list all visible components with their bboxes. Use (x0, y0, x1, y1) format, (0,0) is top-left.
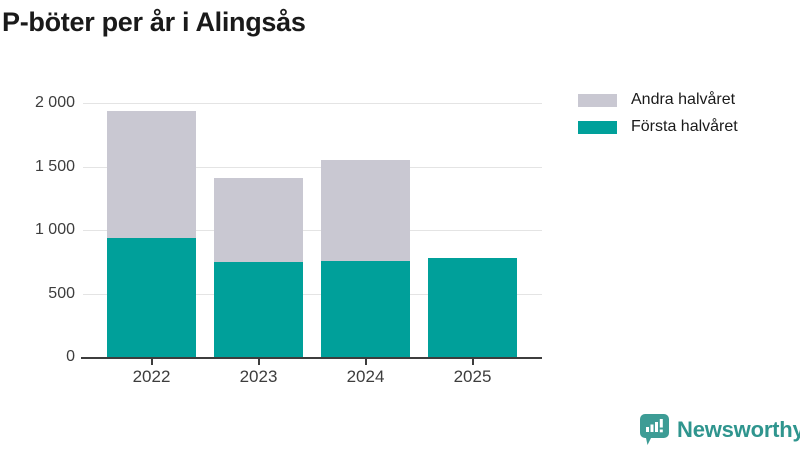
bar-2023-andra (214, 177, 303, 262)
legend-label: Andra halvåret (631, 91, 736, 108)
y-axis-tick-label: 500 (48, 285, 75, 302)
x-axis-tick-label: 2022 (132, 367, 171, 386)
bar-2024-första (321, 261, 410, 357)
x-axis-tick (364, 359, 367, 365)
x-axis-line (81, 357, 542, 359)
legend-item-andra: Andra halvåret (578, 91, 738, 109)
legend-label: Första halvåret (631, 118, 738, 135)
gridline-1000 (83, 230, 542, 231)
bar-2024-andra (321, 159, 410, 262)
x-axis-tick (471, 359, 474, 365)
newsworthy-logo[interactable]: Newsworthy (640, 414, 800, 445)
legend-item-forsta: Första halvåret (578, 118, 738, 136)
bar-2023-första (214, 261, 303, 358)
y-axis-tick-label: 0 (66, 348, 75, 365)
gridline-500 (83, 294, 542, 295)
bar-2022-första (107, 237, 196, 357)
chart-title: P-böter per år i Alingsås (2, 7, 306, 37)
legend-swatch-andra-halvaret (578, 93, 617, 107)
y-axis-tick-label: 2 000 (34, 94, 75, 111)
y-axis-tick-label: 1 500 (34, 158, 75, 175)
x-axis-tick (150, 359, 153, 365)
x-axis-tick-label: 2024 (346, 367, 385, 386)
newsworthy-wordmark: Newsworthy (677, 416, 800, 442)
x-axis-tick-label: 2025 (453, 367, 492, 386)
newsworthy-chart-bubble-icon (640, 414, 669, 445)
legend-swatch-forsta-halvaret (578, 120, 617, 134)
legend: Andra halvåret Första halvåret (578, 91, 738, 145)
bar-2025-första (428, 257, 517, 357)
x-axis-tick-label: 2023 (239, 367, 278, 386)
y-axis-tick-label: 1 000 (34, 221, 75, 238)
gridline-2000 (83, 103, 542, 104)
x-axis-tick (257, 359, 260, 365)
bar-2022-andra (107, 111, 196, 238)
gridline-1500 (83, 167, 542, 168)
